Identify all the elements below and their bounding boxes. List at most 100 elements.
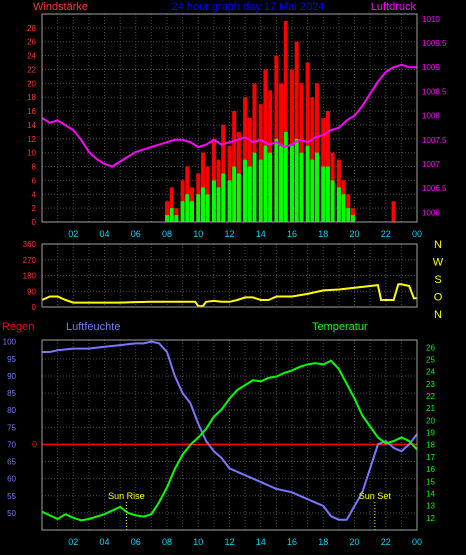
time-tick-label: 14 [256, 229, 266, 239]
wind-tick-label: 6 [32, 176, 37, 185]
temperature-tick-label: 22 [426, 392, 435, 401]
rain-axis-title: Regen [2, 321, 34, 333]
temperature-tick-label: 16 [426, 465, 435, 474]
time-tick-label: 22 [381, 537, 391, 547]
temperature-ticks: 12 13 14 15 16 17 18 19 20 21 22 23 24 25 26 [426, 343, 435, 523]
humidity-tick-label: 55 [7, 492, 16, 501]
time-tick-label: 16 [287, 537, 297, 547]
humidity-tick-label: 95 [7, 355, 16, 364]
direction-frame [41, 243, 418, 308]
temperature-tick-label: 24 [426, 368, 435, 377]
time-tick-label: 10 [193, 537, 203, 547]
mean-bar [190, 201, 194, 222]
time-tick-label: 06 [131, 537, 141, 547]
mean-bar [294, 138, 299, 222]
humidity-tick-label: 85 [7, 389, 16, 398]
mean-bar [258, 159, 263, 222]
humidity-temperature-panel: Sun Rise Sun Set 0 100 95 90 85 80 75 70 65 60 55… [3, 338, 436, 547]
mean-bar [321, 166, 326, 222]
wind-tick-label: 26 [27, 38, 36, 47]
time-tick-label: 10 [193, 229, 203, 239]
mean-bar [243, 159, 248, 222]
mean-bar [268, 152, 273, 222]
mean-bar [346, 208, 351, 222]
gust-bar [232, 111, 237, 222]
humidity-tick-label: 100 [3, 338, 17, 347]
wind-tick-label: 10 [27, 149, 36, 158]
wind-tick-label: 4 [32, 190, 37, 199]
temperature-tick-label: 19 [426, 429, 435, 438]
time-tick-label: 00 [412, 229, 422, 239]
gust-bar [299, 83, 304, 222]
time-tick-label: 08 [162, 229, 172, 239]
gust-bar [325, 111, 330, 222]
humidity-axis-title: Luftfeuchte [66, 321, 120, 333]
humidity-tick-label: 70 [7, 440, 16, 449]
direction-compass-label: W [433, 257, 444, 269]
gust-bar [391, 201, 396, 222]
direction-compass-label: N [434, 309, 442, 321]
gust-bar [315, 83, 319, 222]
mean-bar [196, 194, 201, 222]
wind-tick-label: 14 [27, 121, 36, 130]
mean-bar [315, 152, 319, 222]
mean-bar [274, 138, 279, 222]
mean-bar [341, 194, 346, 222]
temperature-axis-title: Temperatur [312, 321, 368, 333]
time-tick-label: 16 [287, 229, 297, 239]
time-tick-label: 12 [224, 229, 234, 239]
direction-degree-label: 90 [27, 287, 36, 296]
direction-compass-label: O [434, 292, 443, 304]
pressure-tick-label: 1007 [422, 160, 440, 169]
direction-degree-label: 270 [23, 256, 37, 265]
humidity-time-ticks: 02 04 06 08 10 12 14 16 18 20 22 00 [68, 537, 422, 547]
mean-bar [165, 215, 169, 222]
humidity-tick-label: 60 [7, 475, 16, 484]
mean-bar [252, 152, 257, 222]
pressure-tick-label: 1006 [422, 208, 440, 217]
mean-bar [279, 145, 284, 222]
gust-bar [165, 201, 169, 222]
pressure-tick-label: 1008 [422, 112, 440, 121]
time-tick-label: 14 [256, 537, 266, 547]
mean-bar [310, 159, 315, 222]
mean-bar [227, 180, 232, 222]
wind-pressure-frame [41, 13, 418, 223]
wind-tick-label: 18 [27, 93, 36, 102]
chart-title: 24 hour graph day 17 Mai 2024 [172, 1, 325, 13]
gust-bar [294, 41, 299, 222]
temperature-tick-label: 23 [426, 380, 435, 389]
wind-tick-label: 8 [32, 163, 37, 172]
direction-compass-label: S [434, 274, 441, 286]
mean-bar [169, 208, 174, 222]
wind-time-ticks: 02 04 06 08 10 12 14 16 18 20 22 00 [68, 229, 422, 239]
humidity-tick-label: 90 [7, 372, 16, 381]
temperature-line [41, 359, 418, 522]
time-tick-label: 18 [318, 229, 328, 239]
direction-degree-label: 180 [23, 272, 37, 281]
temperature-tick-label: 25 [426, 355, 435, 364]
wind-tick-label: 2 [32, 204, 37, 213]
mean-bar [299, 152, 304, 222]
sunset-label: Sun Set [359, 491, 392, 501]
mean-bar [290, 145, 294, 222]
mean-bar [232, 166, 237, 222]
pressure-axis-title: Luftdruck [371, 1, 417, 13]
wind-tick-label: 0 [32, 218, 37, 227]
temperature-tick-label: 14 [426, 489, 435, 498]
time-tick-label: 04 [99, 537, 109, 547]
time-tick-label: 02 [68, 537, 78, 547]
mean-bar [325, 166, 330, 222]
gust-bar [274, 55, 279, 222]
pressure-ticks: 1006 1006.5 1007 1007.5 1008 1008.5 1009 1009.5… [422, 15, 447, 217]
wind-pressure-grid [42, 14, 417, 222]
humidity-temperature-frame [41, 339, 418, 531]
gust-bar [169, 187, 174, 222]
time-tick-label: 22 [381, 229, 391, 239]
time-tick-label: 06 [131, 229, 141, 239]
wind-tick-label: 24 [27, 52, 36, 61]
humidity-tick-label: 80 [7, 406, 16, 415]
temperature-tick-label: 12 [426, 514, 435, 523]
